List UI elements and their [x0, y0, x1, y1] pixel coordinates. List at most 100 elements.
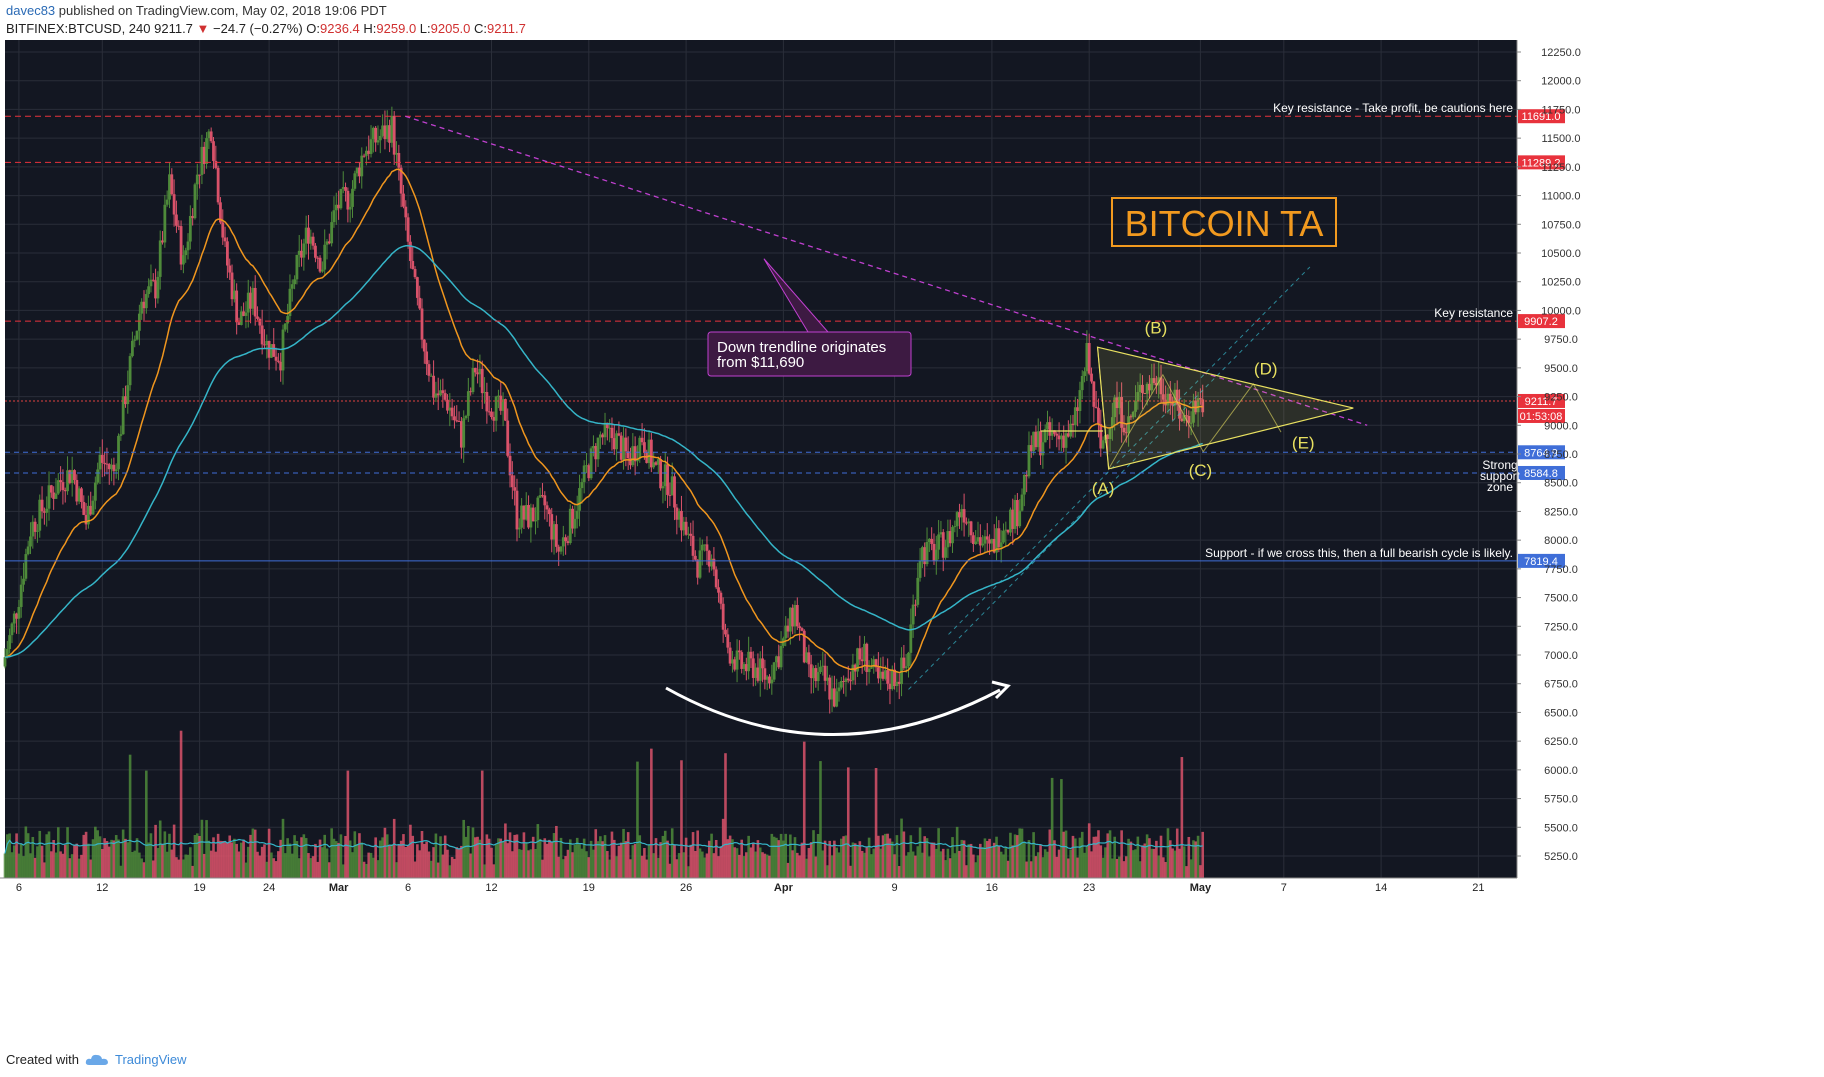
volume-bar — [608, 859, 611, 878]
volume-bar — [1166, 828, 1170, 878]
volume-bar — [228, 835, 232, 878]
volume-bar — [300, 837, 303, 878]
candle-body — [510, 475, 514, 488]
candle-body — [8, 635, 12, 650]
created-with-text: Created with — [6, 1052, 79, 1067]
volume-bar — [1060, 779, 1063, 878]
candle-body — [626, 451, 630, 459]
candle-body — [272, 344, 276, 357]
volume-bar — [756, 840, 760, 878]
candle-body — [724, 629, 727, 635]
tradingview-cloud-icon — [85, 1054, 108, 1065]
volume-bar — [652, 853, 655, 878]
volume-bar — [135, 838, 139, 878]
author-link[interactable]: davec83 — [6, 3, 56, 18]
level-price-label: 8584.8 — [1524, 468, 1558, 480]
volume-bar — [643, 848, 646, 878]
candle-body — [351, 188, 354, 207]
level-price-label: 8764.9 — [1524, 447, 1558, 459]
volume-bar — [249, 834, 252, 878]
candle-body — [311, 236, 315, 246]
time-tick-label: 12 — [96, 882, 108, 894]
level-annotation: Support - if we cross this, then a full … — [1205, 546, 1513, 560]
volume-bar — [223, 841, 227, 878]
volume-bar — [997, 846, 1001, 878]
candle-body — [835, 691, 839, 707]
candle-body — [777, 656, 781, 668]
candle-body — [721, 603, 725, 630]
volume-bar — [189, 847, 192, 878]
candle-body — [38, 499, 42, 531]
tradingview-link[interactable]: TradingView — [114, 1052, 187, 1067]
candle-body — [886, 670, 890, 684]
volume-bar — [133, 850, 137, 878]
candle-body — [24, 554, 28, 579]
candle-body — [981, 543, 985, 546]
price-tick-label: 9000.0 — [1544, 420, 1578, 432]
volume-bar — [432, 847, 435, 878]
volume-bar — [789, 834, 792, 878]
candle-body — [110, 464, 113, 470]
price-tick-label: 7000.0 — [1544, 650, 1578, 662]
volume-bar — [548, 839, 551, 878]
volume-bar — [138, 852, 141, 878]
volume-bar — [694, 850, 697, 878]
candle-body — [937, 534, 941, 550]
candle-body — [1194, 400, 1198, 413]
price-tick-label: 8500.0 — [1544, 478, 1578, 490]
candle-body — [506, 420, 510, 456]
candle-body — [596, 437, 600, 460]
volume-bar — [114, 835, 118, 878]
volume-bar — [610, 831, 614, 878]
volume-bar — [976, 855, 980, 878]
volume-bar — [170, 849, 174, 878]
candle-body — [846, 678, 850, 681]
volume-bar — [15, 833, 18, 878]
candle-body — [1171, 401, 1174, 406]
candle-body — [455, 420, 459, 422]
volume-bar — [54, 852, 58, 878]
candle-body — [747, 651, 751, 672]
candle-body — [1122, 427, 1126, 433]
volume-bar — [587, 857, 591, 878]
volume-bar — [612, 839, 616, 878]
volume-bar — [198, 835, 201, 878]
candle-body — [592, 446, 595, 449]
volume-bar — [1090, 851, 1093, 878]
volume-bar — [629, 859, 632, 878]
price-chart[interactable]: 11691.0 Key resistance - Take profit, be … — [0, 40, 1824, 1052]
candle-body — [529, 507, 533, 528]
candle-body — [802, 630, 806, 663]
volume-bar — [485, 834, 489, 878]
arc-arrowhead — [991, 680, 1011, 700]
volume-bar — [1055, 856, 1059, 878]
candle-body — [733, 659, 737, 670]
candle-body — [779, 645, 783, 668]
candle-body — [643, 442, 646, 453]
candle-body — [522, 505, 526, 520]
candle-body — [242, 311, 246, 316]
volume-bar — [728, 835, 732, 878]
volume-bar — [765, 854, 769, 878]
time-tick-label: 6 — [405, 882, 411, 894]
callout-text: from $11,690 — [717, 354, 804, 371]
volume-bar — [279, 839, 282, 878]
candle-body — [585, 465, 588, 467]
price-tick-label: 12000.0 — [1541, 76, 1581, 88]
candle-body — [575, 510, 579, 519]
candle-body — [184, 250, 188, 256]
candle-body — [1101, 440, 1105, 449]
publish-info: davec83 published on TradingView.com, Ma… — [6, 3, 387, 18]
volume-bar — [515, 834, 519, 878]
volume-bar — [508, 832, 512, 878]
volume-bar — [360, 842, 364, 878]
volume-bar — [45, 834, 48, 878]
volume-bar — [529, 849, 533, 878]
volume-bar — [26, 833, 30, 878]
candle-body — [383, 125, 387, 140]
candle-body — [165, 199, 169, 205]
volume-bar — [541, 859, 544, 878]
candle-body — [103, 462, 107, 464]
candle-body — [999, 542, 1003, 548]
candle-body — [258, 318, 262, 326]
